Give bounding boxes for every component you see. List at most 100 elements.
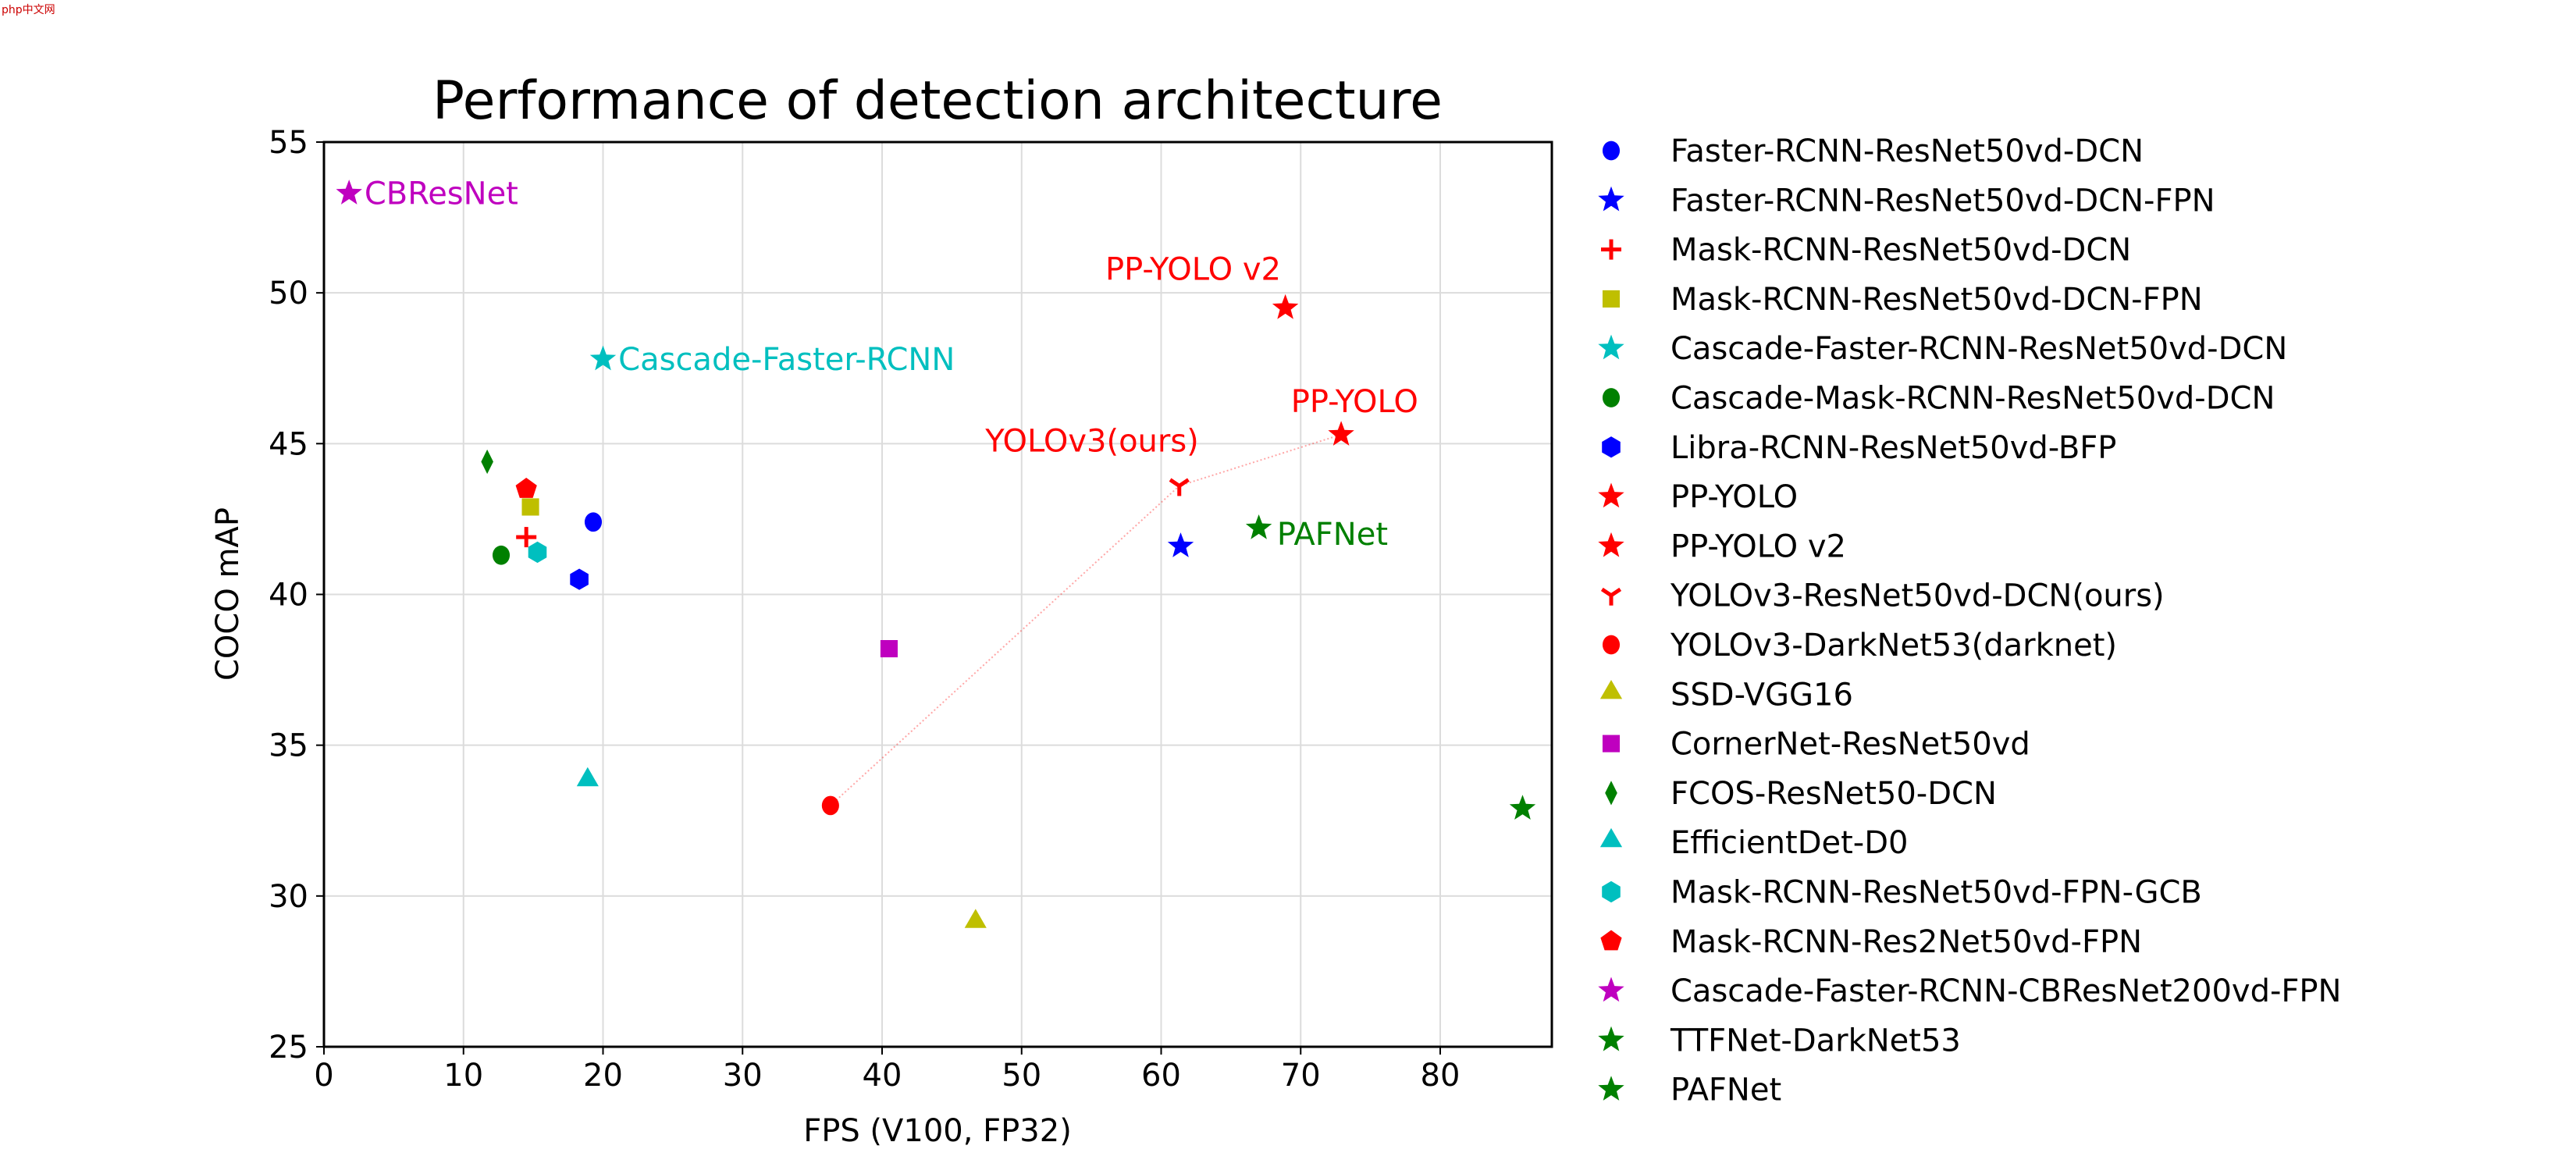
x-axis-label: FPS (V100, FP32) [803,1113,1072,1149]
legend-marker [1602,735,1621,752]
x-tick-label: 60 [1141,1058,1181,1094]
annotation-label: YOLOv3(ours) [984,423,1199,459]
legend-label: PP-YOLO [1670,479,1798,515]
y-tick-label: 55 [269,125,308,161]
legend-marker [1602,880,1621,903]
x-tick-label: 70 [1281,1058,1321,1094]
grid [323,141,1552,1048]
legend-marker [1598,482,1624,508]
annotations: CBResNet Cascade-Faster-RCNN PP-YOLO v2 PP-… [365,176,1418,553]
point-pafnet [1245,514,1272,539]
legend-label: Libra-RCNN-ResNet50vd-BFP [1670,430,2116,466]
point-yolov3-darknet53-darknet- [821,795,839,816]
point-cascade-faster-rcnn-resnet50vd-dcn [589,345,617,371]
annotation-label: CBResNet [365,176,518,212]
legend-label: Mask-RCNN-ResNet50vd-FPN-GCB [1670,875,2202,911]
annotation-label: Cascade-Faster-RCNN [618,342,955,378]
legend-marker [1602,388,1621,407]
legend-marker [1599,680,1623,699]
legend-marker [1602,290,1621,308]
legend-marker-v [1609,239,1614,260]
point-pp-yolo-v2 [1272,294,1299,319]
x-tick-label: 50 [1002,1058,1041,1094]
point-mask-rcnn-res2net50vd-fpn [515,478,537,498]
legend-label: PP-YOLO v2 [1670,528,1846,564]
point-faster-rcnn-resnet50vd-dcn-fpn [1167,532,1194,557]
legend-label: PAFNet [1670,1073,1781,1108]
x-tick-label: 80 [1421,1058,1461,1094]
y-tick-label: 50 [269,276,308,311]
axis-ticks: 0 10 20 30 40 50 60 70 80 25 30 35 40 45 50 55 [269,125,1460,1094]
legend-label: Cascade-Faster-RCNN-CBResNet200vd-FPN [1670,973,2341,1009]
legend-marker [1602,141,1621,161]
point-pp-yolo [1328,421,1354,446]
y-axis-label: COCO mAP [210,507,246,681]
legend-marker [1599,827,1623,848]
data-points [336,180,1536,928]
y-tick-label: 25 [269,1030,308,1065]
y-tick-label: 30 [269,879,308,915]
annotation-label: PP-YOLO [1291,384,1418,420]
legend-label: Mask-RCNN-ResNet50vd-DCN-FPN [1670,282,2203,318]
point-libra-rcnn-resnet50vd-bfp [570,568,589,590]
annotation-label: PP-YOLO v2 [1105,251,1281,287]
legend-marker [1598,186,1624,212]
legend-label: Faster-RCNN-ResNet50vd-DCN [1670,133,2144,169]
chart-title: Performance of detection architecture [432,70,1443,132]
x-tick-label: 40 [863,1058,902,1094]
point-faster-rcnn-resnet50vd-dcn [584,512,603,532]
connector-line-group [830,433,1342,806]
x-tick-label: 20 [583,1058,623,1094]
legend-label: Cascade-Mask-RCNN-ResNet50vd-DCN [1670,381,2275,417]
point-mask-rcnn-resnet50vd-fpn-gcb [528,541,547,564]
annotation-label: PAFNet [1277,517,1388,553]
legend: Faster-RCNN-ResNet50vd-DCN Faster-RCNN-Re… [1598,133,2341,1108]
point-fcos-resnet50-dcn [481,449,493,475]
legend-marker [1601,239,1621,260]
legend-marker [1600,930,1622,951]
point-cascade-faster-rcnn-cbresnet200vd-fpn [336,180,362,205]
point-ttfnet-darknet53 [1509,795,1536,820]
legend-marker [1598,1026,1624,1051]
point-cornernet-resnet50vd [880,639,898,658]
legend-label: YOLOv3-DarkNet53(darknet) [1670,628,2117,663]
legend-marker [1598,532,1624,557]
x-tick-label: 30 [723,1058,763,1094]
y-tick-label: 35 [269,728,308,764]
point-mask-rcnn-resnet50vd-dcn [516,527,537,548]
point-yolov3-resnet50vd-dcn-ours--l [1169,478,1181,488]
point-ssd-vgg16 [964,909,987,928]
watermark-logo: php中文网 [2,4,55,16]
y-tick-label: 40 [269,578,308,614]
legend-marker-l [1600,587,1613,597]
point-efficientdet-d0 [576,767,599,787]
legend-label: CornerNet-ResNet50vd [1670,727,2030,763]
legend-label: Faster-RCNN-ResNet50vd-DCN-FPN [1670,183,2215,219]
legend-label: FCOS-ResNet50-DCN [1670,776,1997,812]
x-tick-label: 10 [443,1058,483,1094]
legend-label: Mask-RCNN-ResNet50vd-DCN [1670,233,2131,269]
legend-marker [1602,635,1621,655]
legend-label: EfficientDet-D0 [1670,825,1908,861]
legend-marker [1598,977,1624,1002]
x-tick-label: 0 [314,1058,333,1094]
point-yolov3-resnet50vd-dcn-ours--r [1178,478,1190,488]
legend-marker [1598,1076,1624,1101]
legend-marker [1598,334,1624,360]
point-mask-rcnn-resnet50vd-dcn-fpn [521,498,539,516]
connector-line [830,433,1342,806]
legend-label: TTFNet-DarkNet53 [1670,1023,1961,1058]
legend-marker [1602,436,1621,458]
point-mask-rcnn-resnet50vd-dcn-v [524,527,528,548]
legend-label: Mask-RCNN-Res2Net50vd-FPN [1670,924,2142,960]
legend-label: SSD-VGG16 [1670,677,1853,713]
legend-label: YOLOv3-ResNet50vd-DCN(ours) [1670,578,2165,614]
legend-marker [1605,781,1617,806]
legend-label: Cascade-Faster-RCNN-ResNet50vd-DCN [1670,331,2287,367]
legend-marker [1600,587,1622,606]
point-yolov3-resnet50vd-dcn-ours- [1169,478,1190,496]
y-tick-label: 45 [269,426,308,462]
legend-marker-r [1610,587,1622,597]
point-cascade-mask-rcnn-resnet50vd-dcn [492,545,511,565]
